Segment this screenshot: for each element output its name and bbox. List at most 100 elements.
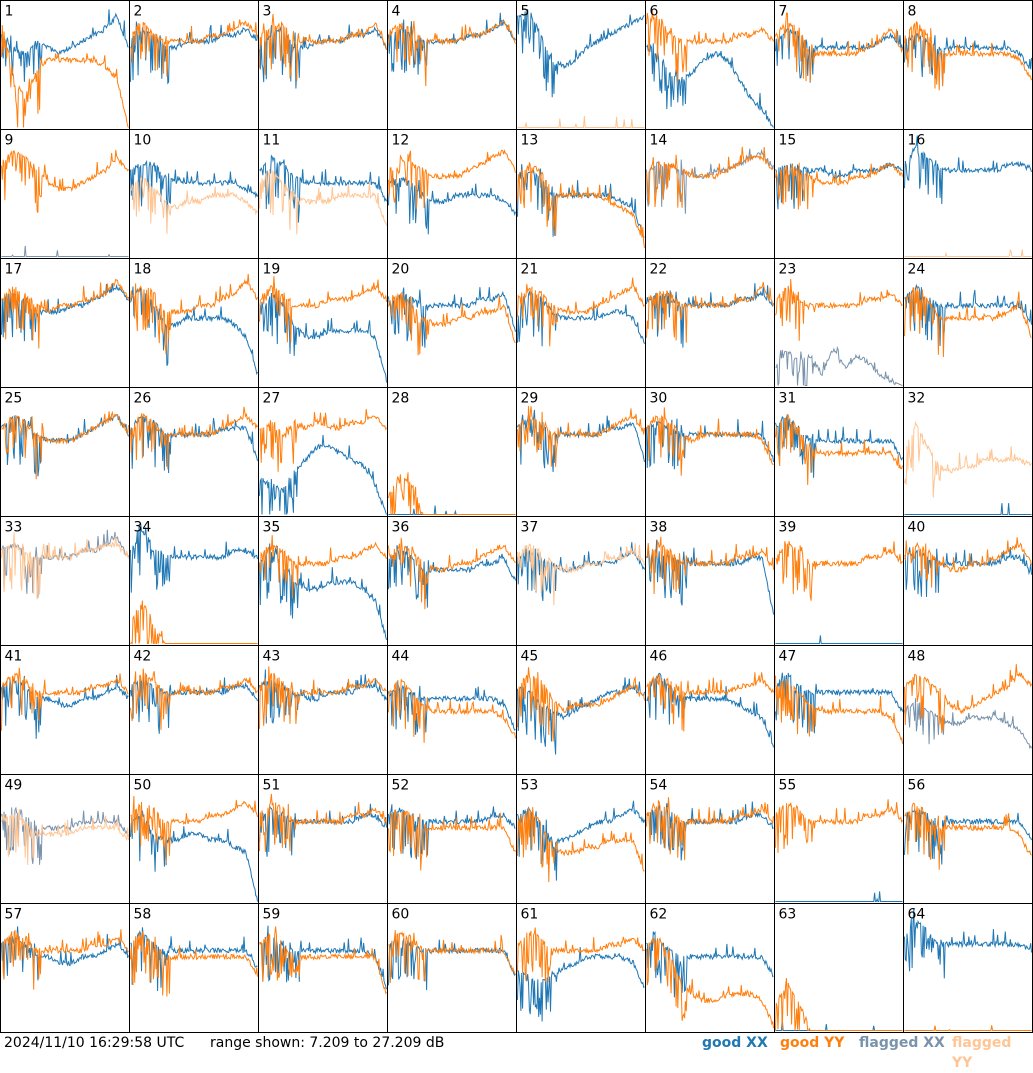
panel-60-label: 60 [392,907,410,923]
panel-34-yy-line [130,600,258,645]
panel-52-frame [387,774,517,904]
panel-17-label: 17 [5,262,23,278]
panel-13: 13 [516,129,646,259]
panel-45-label: 45 [521,649,539,665]
panel-43-yy-line [259,666,387,729]
panel-28-yy-line [388,472,516,515]
panel-10-xx-line [130,159,258,220]
panel-50-yy-line [130,795,258,863]
panel-30-frame [645,387,775,517]
panel-30-xx-line [646,418,774,470]
panel-16-frame [903,129,1033,259]
footer: 2024/11/10 16:29:58 UTC range shown: 7.2… [0,1033,1033,1071]
panel-19-xx-line [259,292,387,383]
panel-59-yy-line [259,926,387,995]
legend-good-xx-a: good [702,1035,747,1051]
panel-55-xx-line [775,891,903,902]
panel-9-yy-line [1,149,129,213]
legend-flagged-xx-a: flagged [859,1035,924,1051]
panel-58: 58 [129,903,259,1033]
panel-36: 36 [387,516,517,646]
panel-51: 51 [258,774,388,904]
panel-19-label: 19 [263,262,281,278]
panel-23-yy-line [775,278,903,341]
legend-good-xx: good XX [702,1033,768,1053]
panel-53-yy-line [517,807,645,883]
panel-4: 4 [387,0,517,130]
panel-56-yy-line [904,802,1032,870]
panel-52: 52 [387,774,517,904]
panel-64-yy-line [904,1025,1032,1031]
panel-35: 35 [258,516,388,646]
legend-good-yy-a: good [780,1035,825,1051]
panel-36-label: 36 [392,520,410,536]
panel-8: 8 [903,0,1033,130]
panel-17: 17 [0,258,130,388]
panel-29-label: 29 [521,391,539,407]
panel-12-label: 12 [392,133,410,149]
panel-24-label: 24 [908,262,926,278]
panel-47-xx-line [775,672,903,734]
panel-8-label: 8 [908,4,917,20]
panel-1: 1 [0,0,130,130]
panel-10-yy-line [130,176,258,234]
panel-42-label: 42 [134,649,152,665]
panel-57-frame [0,903,130,1033]
panel-20-xx-line [388,287,516,348]
panel-22-yy-line [646,281,774,343]
panel-49-xx-line [1,806,129,865]
panel-63: 63 [774,903,904,1033]
panel-6-yy-line [646,10,774,83]
panel-30: 30 [645,387,775,517]
panel-50: 50 [129,774,259,904]
panel-6-frame [645,0,775,130]
panel-6-label: 6 [650,4,659,20]
panel-60-yy-line [388,930,516,984]
panel-42-xx-line [130,676,258,734]
panel-14: 14 [645,129,775,259]
panel-9: 9 [0,129,130,259]
panel-59-label: 59 [263,907,281,923]
panel-38: 38 [645,516,775,646]
panel-44-yy-line [388,679,516,743]
panel-20: 20 [387,258,517,388]
panel-52-label: 52 [392,778,410,794]
panel-33-yy-line [1,532,129,600]
panel-57-label: 57 [5,907,23,923]
legend-good-xx-b: XX [746,1035,768,1051]
panel-13-frame [516,129,646,259]
panel-29-frame [516,387,646,517]
legend-flagged-yy-b: YY [952,1055,973,1071]
panel-40-frame [903,516,1033,646]
panel-7-frame [774,0,904,130]
panel-21-label: 21 [521,262,539,278]
panel-15-label: 15 [779,133,797,149]
panel-28-label: 28 [392,391,410,407]
panel-25-label: 25 [5,391,23,407]
panel-29: 29 [516,387,646,517]
panel-2: 2 [129,0,259,130]
panel-37: 37 [516,516,646,646]
panel-34: 34 [129,516,259,646]
panel-53: 53 [516,774,646,904]
panel-48-label: 48 [908,649,926,665]
panel-38-yy-line [646,536,774,595]
panel-51-yy-line [259,793,387,852]
panel-9-xx-line [1,245,129,257]
panel-33-frame [0,516,130,646]
panel-1-frame [0,0,130,130]
panel-16-xx-line [904,135,1032,205]
panel-50-label: 50 [134,778,152,794]
panel-61-yy-line [517,927,645,983]
panel-32-xx-line [904,503,1032,515]
panel-61: 61 [516,903,646,1033]
panel-48: 48 [903,645,1033,775]
panel-36-frame [387,516,517,646]
panel-48-xx-line [904,698,1032,750]
panel-40-yy-line [904,537,1032,588]
panel-59: 59 [258,903,388,1033]
panel-61-frame [516,903,646,1033]
panel-30-label: 30 [650,391,668,407]
panel-64-frame [903,903,1033,1033]
panel-14-yy-line [646,146,774,208]
